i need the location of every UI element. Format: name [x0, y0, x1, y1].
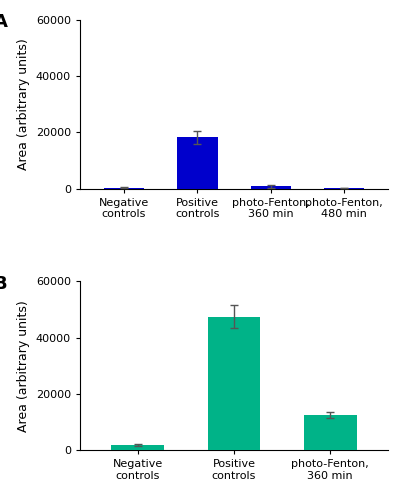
Y-axis label: Area (arbitrary units): Area (arbitrary units) — [17, 300, 30, 432]
Bar — [111, 445, 164, 450]
Text: B: B — [0, 274, 7, 292]
Bar — [208, 316, 260, 450]
Bar — [250, 186, 291, 188]
Text: A: A — [0, 14, 8, 32]
Bar — [304, 415, 357, 450]
Bar — [177, 138, 218, 188]
Y-axis label: Area (arbitrary units): Area (arbitrary units) — [17, 38, 30, 170]
